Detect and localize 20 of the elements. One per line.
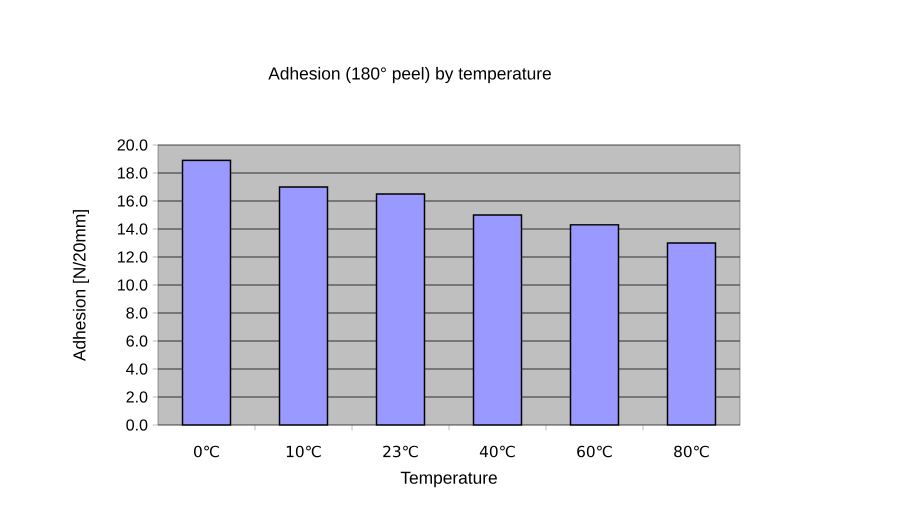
- x-tick-label: 10℃: [286, 446, 321, 458]
- x-tick-label: 60℃: [577, 446, 612, 458]
- y-tick-label: 16.0: [118, 195, 148, 207]
- x-tick-label: 0℃: [194, 446, 219, 458]
- y-tick-label: 0.0: [126, 419, 148, 431]
- x-tick-label: 80℃: [674, 446, 709, 458]
- y-tick-label: 20.0: [118, 139, 148, 151]
- y-tick-label: 2.0: [126, 391, 148, 403]
- y-tick-label: 14.0: [118, 223, 148, 235]
- y-tick-label: 12.0: [118, 251, 148, 263]
- y-tick-label: 6.0: [126, 335, 148, 347]
- y-axis-title: Adhesion [N/20mm]: [72, 210, 90, 362]
- x-tick-label: 23℃: [383, 446, 418, 458]
- chart-title: Adhesion (180° peel) by temperature: [268, 66, 551, 84]
- y-tick-label: 4.0: [126, 363, 148, 375]
- y-tick-label: 8.0: [126, 307, 148, 319]
- x-axis-title: Temperature: [400, 472, 497, 488]
- y-tick-label: 10.0: [118, 279, 148, 291]
- x-tick-label: 40℃: [480, 446, 515, 458]
- y-tick-label: 18.0: [118, 167, 148, 179]
